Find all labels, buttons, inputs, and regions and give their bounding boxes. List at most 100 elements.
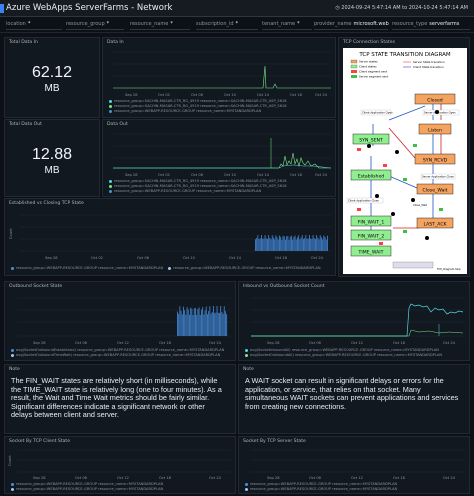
filter-tenant-name[interactable]: tenant_name * [262, 21, 312, 30]
x-tick: Oct 24 [315, 173, 328, 177]
filter-bar: location * resource_group * resource_name *… [0, 17, 474, 33]
state-label: FIN_WAIT_2 [358, 234, 385, 240]
bar [311, 238, 313, 251]
bar [258, 238, 260, 251]
x-tick: Oct 18 [159, 341, 172, 345]
bar [204, 310, 206, 336]
dashboard-icon [0, 4, 4, 13]
diagram-label: Server Application Open [424, 111, 456, 115]
filter-resource-type[interactable]: resource_type serverfarms [392, 21, 470, 30]
legend-label: avg(SocketOutboundEstablished) resource_… [16, 348, 225, 352]
bar [259, 238, 261, 251]
x-tick: Sep 28 [125, 173, 138, 177]
bar [304, 238, 306, 251]
bar [184, 310, 186, 336]
filter-location[interactable]: location * [6, 21, 62, 30]
dashboard-header: Azure WebApps ServerFarms - Network ◷ 20… [0, 0, 474, 17]
bar [269, 237, 271, 251]
bar [183, 306, 184, 336]
bar [315, 239, 316, 251]
bar [273, 237, 274, 251]
bar [211, 311, 213, 336]
legend-item: avg(SocketInboundAll) resource_group=WEB… [245, 348, 439, 352]
filter-resource-group[interactable]: resource_group * [66, 21, 124, 30]
bar [287, 236, 289, 251]
legend-label: resource_group=SACHIN-MASAR-CTR_RG_4919 … [114, 179, 287, 183]
x-tick: Oct 18 [290, 93, 303, 97]
bar [186, 307, 188, 336]
legend-item: resource_group=WEBAPP-RESOURCE-GROUP res… [109, 109, 261, 113]
legend-item: avg(SocketOutboundTimeWait) resource_gro… [11, 353, 220, 357]
bar [265, 238, 267, 251]
legend-item: resource_group=SACHIN-MASAR-CTR_RG_4919 … [109, 104, 287, 108]
state-box [350, 215, 392, 227]
filter-value: * [297, 21, 300, 27]
x-tick: Oct 24 [315, 93, 328, 97]
x-tick: Oct 24 [443, 341, 456, 345]
data-in-chart: Sep 28 Oct 02 Oct 06 Oct 10 Oct 14 Oct 1… [113, 51, 331, 97]
panel-title: Data In [107, 40, 124, 45]
tcp-connection-states-panel: TCP Connection States TCP STATE TRANSITI… [338, 37, 470, 277]
bar [310, 238, 312, 251]
filter-resource-name[interactable]: resource_name * [130, 21, 190, 30]
bar [288, 239, 290, 251]
legend-label: resource_group=WEBAPP-RESOURCE-GROUP res… [114, 109, 262, 113]
state-box [350, 229, 392, 241]
panel-title: Established vs Closing TCP State [9, 201, 84, 206]
legend-swatch [11, 266, 14, 270]
diagram-legend: Client segment sent [359, 70, 388, 74]
x-tick: Oct 18 [159, 476, 172, 480]
state-box [352, 133, 390, 145]
bar [316, 235, 318, 251]
inbound-vs-outbound-panel: Inbound vs Outbound Socket Count Sep 28 … [238, 281, 470, 361]
legend-label: resource_group=WEBAPP-RESOURCE-GROUP res… [16, 487, 164, 491]
legend-swatch [11, 482, 14, 486]
time-range-picker[interactable]: ◷ 2024-09-24 5:47:14 AM to 2024-10-24 5:… [335, 5, 468, 11]
legend-swatch [245, 487, 248, 491]
state-box [418, 123, 452, 135]
state-label: Listen [428, 128, 442, 134]
legend-item: resource_group=SACHIN-MASAR-CTR_RG_4919 … [109, 99, 287, 103]
bar [255, 239, 256, 251]
legend-label: resource_group=WEBAPP-RESOURCE-GROUP res… [16, 482, 164, 486]
x-tick: Oct 12 [117, 476, 129, 480]
x-tick: Oct 10 [224, 93, 237, 97]
x-axis-ticks: Sep 28 Oct 02 Oct 06 Oct 10 Oct 14 Oct 1… [125, 93, 328, 97]
bar [286, 236, 288, 251]
x-tick: Oct 18 [290, 173, 303, 177]
x-tick: Oct 24 [209, 341, 222, 345]
bar [295, 239, 297, 251]
filter-label: resource_name [130, 21, 169, 27]
bar [325, 239, 327, 251]
filter-value: serverfarms [429, 21, 460, 27]
panel-title: Socket By TCP Client State [9, 439, 71, 444]
diagram-title: TCP STATE TRANSITION DIAGRAM [358, 52, 451, 58]
note-text: A WAIT socket can result in significant … [245, 376, 459, 411]
bar [257, 235, 259, 251]
legend-label: resource_group=WEBAPP-RESOURCE-GROUP res… [16, 266, 164, 270]
diagram-legend: Server states [359, 60, 378, 64]
filter-provider-name[interactable]: provider_name microsoft.web [314, 21, 389, 30]
legend-swatch [11, 487, 14, 491]
legend-swatch [109, 104, 112, 108]
total-data-out-panel: Total Data Out 12.88 MB [4, 119, 100, 197]
x-tick: Oct 14 [229, 256, 242, 260]
x-tick: Sep 28 [33, 476, 46, 480]
filter-subscription-id[interactable]: subscription_id * [196, 21, 258, 30]
total-data-in-value: 62.12 [31, 64, 73, 81]
bar [195, 308, 196, 336]
panel-title: TCP Connection States [343, 40, 395, 45]
legend-item: avg(SocketOutboundEstablished) resource_… [11, 348, 224, 352]
bar [268, 235, 270, 251]
legend-label: resource_group=SACHIN-MASAR-CTR_RG_4919 … [114, 99, 287, 103]
legend-swatch [245, 353, 248, 357]
bar [317, 237, 319, 251]
bar [197, 308, 199, 336]
filter-label: location [6, 21, 26, 27]
outbound-socket-state-panel: Outbound Socket State Sep 28 Oct 06 Oct … [4, 281, 236, 361]
x-tick: Oct 14 [257, 93, 270, 97]
bar [213, 306, 214, 336]
bar [281, 239, 283, 251]
x-axis-ticks: Sep 28 Oct 06 Oct 12 Oct 18 Oct 24 [267, 476, 456, 480]
bar [181, 314, 183, 336]
